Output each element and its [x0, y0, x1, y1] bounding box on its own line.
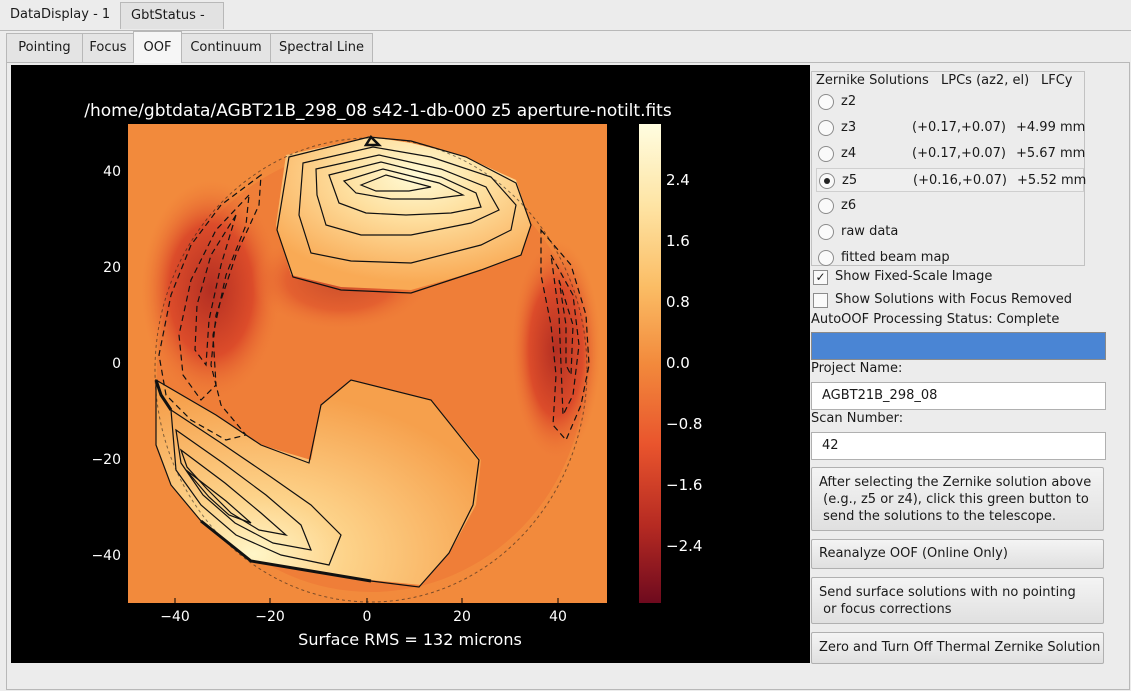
- colorbar-tick-label: 2.4: [666, 171, 690, 189]
- fixed-scale-label: Show Fixed-Scale Image: [835, 269, 993, 284]
- plot-title: /home/gbtdata/AGBT21B_298_08 s42-1-db-00…: [84, 101, 672, 121]
- oof-control-panel: Zernike Solutions LPCs (az2, el) LFCy z2…: [811, 63, 1131, 683]
- solid-contours-bottom: [154, 378, 480, 588]
- x-axis: −40 −20 0 20 40: [160, 598, 567, 625]
- radio-button-icon[interactable]: [818, 224, 834, 240]
- colorbar-tick-label: −1.6: [666, 476, 702, 494]
- lpc-value: (+0.16,+0.07): [913, 173, 1007, 188]
- radio-label: z6: [841, 198, 857, 213]
- y-tick-label: 40: [103, 164, 121, 180]
- send-surface-button[interactable]: Send surface solutions with no pointing …: [811, 577, 1104, 624]
- colorbar-tick-label: 1.6: [666, 232, 690, 250]
- x-tick-label: 0: [363, 609, 372, 625]
- radio-label: raw data: [841, 224, 899, 239]
- x-tick-label: −40: [160, 609, 190, 625]
- aperture-plot-svg: /home/gbtdata/AGBT21B_298_08 s42-1-db-00…: [84, 101, 702, 649]
- radio-label: fitted beam map: [841, 250, 950, 265]
- colorbar-tick-label: 0.0: [666, 354, 690, 372]
- radio-label: z4: [841, 146, 857, 161]
- tab-datadisplay[interactable]: DataDisplay - 1: [0, 0, 111, 29]
- lfc-value: +5.52 mm: [1017, 173, 1087, 188]
- zernike-header-solutions: Zernike Solutions: [816, 73, 929, 88]
- focus-removed-label: Show Solutions with Focus Removed: [835, 292, 1073, 307]
- y-tick-label: −20: [91, 452, 121, 468]
- tab-oof[interactable]: OOF: [133, 31, 182, 63]
- lpc-value: (+0.17,+0.07): [912, 120, 1006, 135]
- tab-gbtstatus[interactable]: GbtStatus - 1: [120, 2, 224, 49]
- tab-focus[interactable]: Focus: [82, 33, 134, 62]
- radio-z5[interactable]: z5 (+0.16,+0.07) +5.52 mm: [816, 168, 1087, 192]
- aperture-plot: /home/gbtdata/AGBT21B_298_08 s42-1-db-00…: [11, 65, 810, 663]
- x-tick-label: 20: [453, 609, 471, 625]
- tab-pointing[interactable]: Pointing: [6, 33, 83, 62]
- lpc-value: (+0.17,+0.07): [912, 146, 1006, 161]
- zero-thermal-button[interactable]: Zero and Turn Off Thermal Zernike Soluti…: [811, 632, 1104, 664]
- colorbar-tick-label: −0.8: [666, 415, 702, 433]
- scan-number-input[interactable]: 42: [811, 432, 1106, 460]
- processing-status-label: AutoOOF Processing Status: Complete: [811, 312, 1060, 327]
- zernike-solutions-group: Zernike Solutions LPCs (az2, el) LFCy z2…: [811, 71, 1087, 266]
- project-name-input[interactable]: AGBT21B_298_08: [811, 382, 1106, 410]
- checkbox-empty-icon[interactable]: [813, 293, 828, 308]
- radio-z2[interactable]: z2: [816, 90, 1082, 114]
- zernike-header-lfcy: LFCy: [1041, 73, 1073, 88]
- project-name-label: Project Name:: [811, 361, 903, 376]
- radio-button-icon[interactable]: [818, 250, 834, 266]
- x-tick-label: 40: [549, 609, 567, 625]
- radio-z3[interactable]: z3 (+0.17,+0.07) +4.99 mm: [816, 116, 1086, 140]
- zernike-header-lpcs: LPCs (az2, el): [941, 73, 1030, 88]
- radio-label: z5: [842, 173, 858, 188]
- send-solutions-button[interactable]: After selecting the Zernike solution abo…: [811, 467, 1104, 531]
- colorbar-tick-label: 0.8: [666, 293, 690, 311]
- window-tab-bar: DataDisplay - 1 GbtStatus - 1: [0, 0, 1131, 49]
- checkmark-icon[interactable]: ✓: [813, 270, 828, 285]
- radio-button-icon[interactable]: [818, 94, 834, 110]
- colorbar: [639, 124, 661, 603]
- solid-contours-top: [276, 135, 532, 294]
- tab-continuum[interactable]: Continuum: [181, 33, 271, 62]
- radio-label: z3: [841, 120, 857, 135]
- colorbar-tick-label: −2.4: [666, 537, 702, 555]
- processing-progress-bar: [811, 332, 1106, 360]
- radio-button-icon[interactable]: [818, 198, 834, 214]
- aperture-surface: [141, 137, 601, 592]
- scan-number-label: Scan Number:: [811, 411, 904, 426]
- lfc-value: +5.67 mm: [1016, 146, 1086, 161]
- tab-spectral-line[interactable]: Spectral Line: [270, 33, 373, 62]
- progress-fill: [812, 333, 1105, 359]
- y-tick-label: 20: [103, 260, 121, 276]
- dashed-contours: [158, 173, 590, 442]
- radio-button-icon[interactable]: [818, 120, 834, 136]
- radio-raw-data[interactable]: raw data: [816, 220, 1082, 244]
- x-tick-label: −20: [255, 609, 285, 625]
- y-tick-label: 0: [112, 356, 121, 372]
- colorbar-ticks: 2.4 1.6 0.8 0.0 −0.8 −1.6 −2.4: [666, 171, 702, 555]
- radio-label: z2: [841, 94, 857, 109]
- y-tick-label: −40: [91, 548, 121, 564]
- y-axis: 40 20 0 −20 −40: [91, 164, 121, 564]
- radio-z6[interactable]: z6: [816, 194, 1082, 218]
- radio-selected-icon[interactable]: [819, 173, 835, 189]
- aperture-edge: [154, 137, 588, 603]
- reanalyze-oof-button[interactable]: Reanalyze OOF (Online Only): [811, 539, 1104, 569]
- surface-rms-label: Surface RMS = 132 microns: [298, 630, 522, 649]
- lfc-value: +4.99 mm: [1016, 120, 1086, 135]
- radio-fitted-beam-map[interactable]: fitted beam map: [816, 246, 1082, 270]
- radio-button-icon[interactable]: [818, 146, 834, 162]
- radio-z4[interactable]: z4 (+0.17,+0.07) +5.67 mm: [816, 142, 1086, 166]
